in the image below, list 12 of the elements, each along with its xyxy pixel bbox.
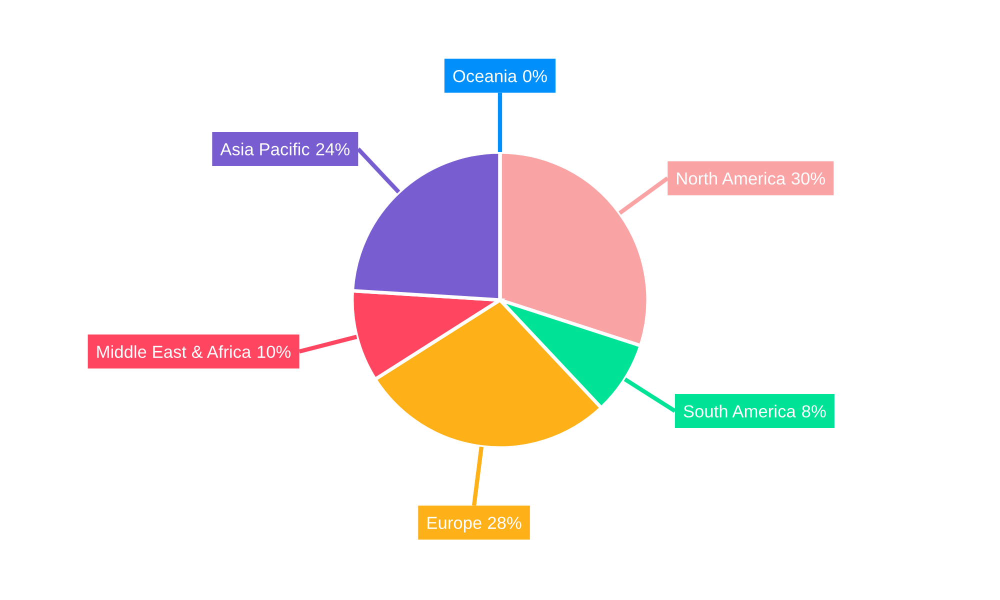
data-label: 28% bbox=[488, 516, 522, 530]
slice-label: North America bbox=[677, 172, 786, 185]
data-label: 8% bbox=[802, 405, 826, 418]
slice-label: Asia Pacific bbox=[220, 142, 310, 156]
text: 0% bbox=[523, 70, 547, 82]
data-label: 30% bbox=[792, 172, 826, 185]
data-label: 10% bbox=[258, 346, 291, 358]
slice-label: Middle East & Africa bbox=[97, 345, 252, 358]
slice-label: Europe bbox=[428, 516, 482, 532]
category-label: Oceania bbox=[453, 70, 518, 82]
data-label: 24% bbox=[316, 143, 350, 156]
slice-label: South America bbox=[684, 404, 796, 418]
